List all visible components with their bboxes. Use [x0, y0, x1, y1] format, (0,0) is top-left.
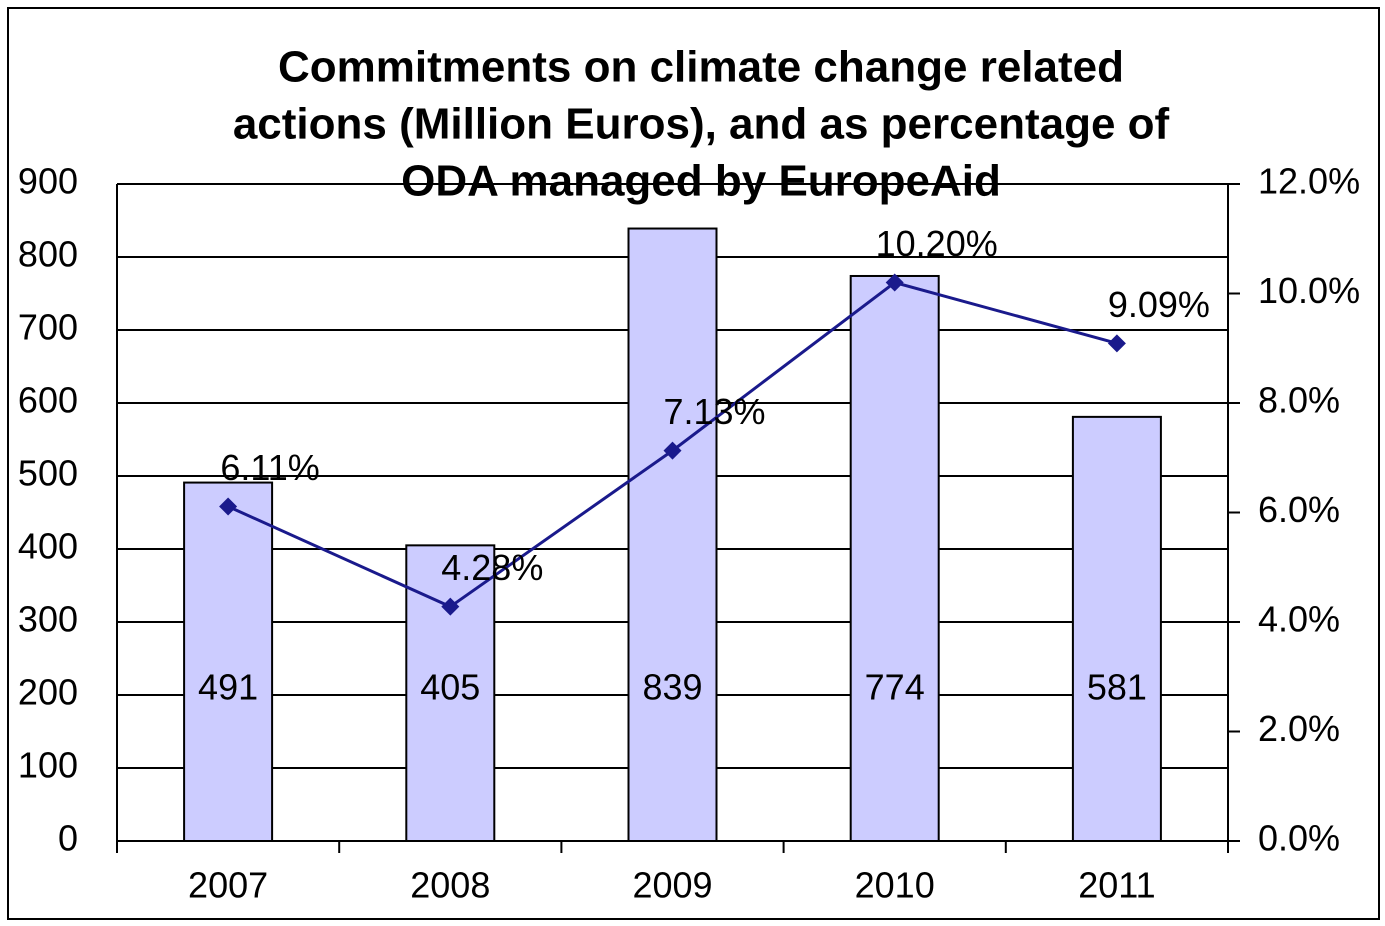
- marker: [1107, 334, 1126, 353]
- y-tick-label: 900: [18, 161, 78, 202]
- y2-tick-label: 6.0%: [1258, 489, 1340, 530]
- y2-tick-label: 12.0%: [1258, 161, 1360, 202]
- line-value-label: 10.20%: [876, 223, 998, 264]
- marker: [663, 441, 682, 460]
- bar: [849, 274, 940, 843]
- line-value-label: 4.28%: [441, 547, 543, 588]
- y-tick-label: 0: [58, 818, 78, 859]
- y-tick-label: 800: [18, 234, 78, 275]
- marker: [219, 497, 238, 516]
- bar-value-label: 581: [1087, 667, 1147, 708]
- x-tick-label: 2008: [410, 865, 490, 906]
- bar-value-label: 839: [642, 667, 702, 708]
- x-tick-label: 2011: [1078, 865, 1155, 906]
- bar-value-label: 405: [420, 667, 480, 708]
- y-tick-label: 400: [18, 526, 78, 567]
- y2-tick-label: 0.0%: [1258, 818, 1340, 859]
- x-tick-label: 2009: [632, 865, 712, 906]
- bar-value-label: 774: [865, 667, 925, 708]
- bar-value-label: 491: [198, 667, 258, 708]
- y-tick-label: 600: [18, 380, 78, 421]
- y-tick-label: 100: [18, 745, 78, 786]
- marker: [885, 273, 904, 292]
- marker: [441, 597, 460, 616]
- y2-tick-label: 2.0%: [1258, 708, 1340, 749]
- x-tick-label: 2010: [855, 865, 935, 906]
- chart-title: ODA managed by EuropeAid: [401, 157, 1001, 206]
- bar: [183, 481, 274, 842]
- y-tick-label: 300: [18, 599, 78, 640]
- y2-tick-label: 4.0%: [1258, 599, 1340, 640]
- bar: [627, 227, 718, 842]
- chart-title: actions (Million Euros), and as percenta…: [233, 100, 1170, 149]
- line-value-label: 6.11%: [220, 447, 319, 488]
- line-value-label: 9.09%: [1108, 284, 1210, 325]
- chart-title: Commitments on climate change related: [278, 43, 1124, 92]
- y-tick-label: 200: [18, 672, 78, 713]
- bar: [1071, 415, 1162, 842]
- frame: [7, 7, 1380, 920]
- y-tick-label: 500: [18, 453, 78, 494]
- y2-tick-label: 10.0%: [1258, 270, 1360, 311]
- y-tick-label: 700: [18, 307, 78, 348]
- x-tick-label: 2007: [188, 865, 268, 906]
- y2-tick-label: 8.0%: [1258, 380, 1340, 421]
- line-value-label: 7.13%: [663, 391, 765, 432]
